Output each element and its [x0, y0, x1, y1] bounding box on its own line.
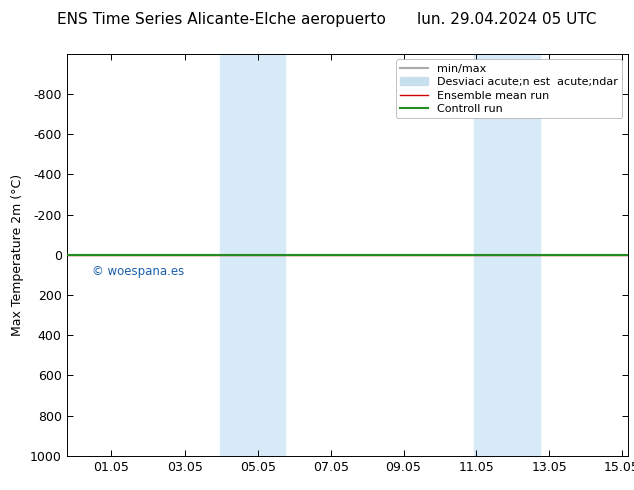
- Text: ENS Time Series Alicante-Elche aeropuerto: ENS Time Series Alicante-Elche aeropuert…: [58, 12, 386, 27]
- Text: lun. 29.04.2024 05 UTC: lun. 29.04.2024 05 UTC: [417, 12, 597, 27]
- Legend: min/max, Desviaci acute;n est  acute;ndar, Ensemble mean run, Controll run: min/max, Desviaci acute;n est acute;ndar…: [396, 59, 622, 119]
- Bar: [474, 54, 540, 456]
- Bar: [220, 54, 285, 456]
- Text: © woespana.es: © woespana.es: [93, 265, 184, 278]
- Y-axis label: Max Temperature 2m (°C): Max Temperature 2m (°C): [11, 174, 24, 336]
